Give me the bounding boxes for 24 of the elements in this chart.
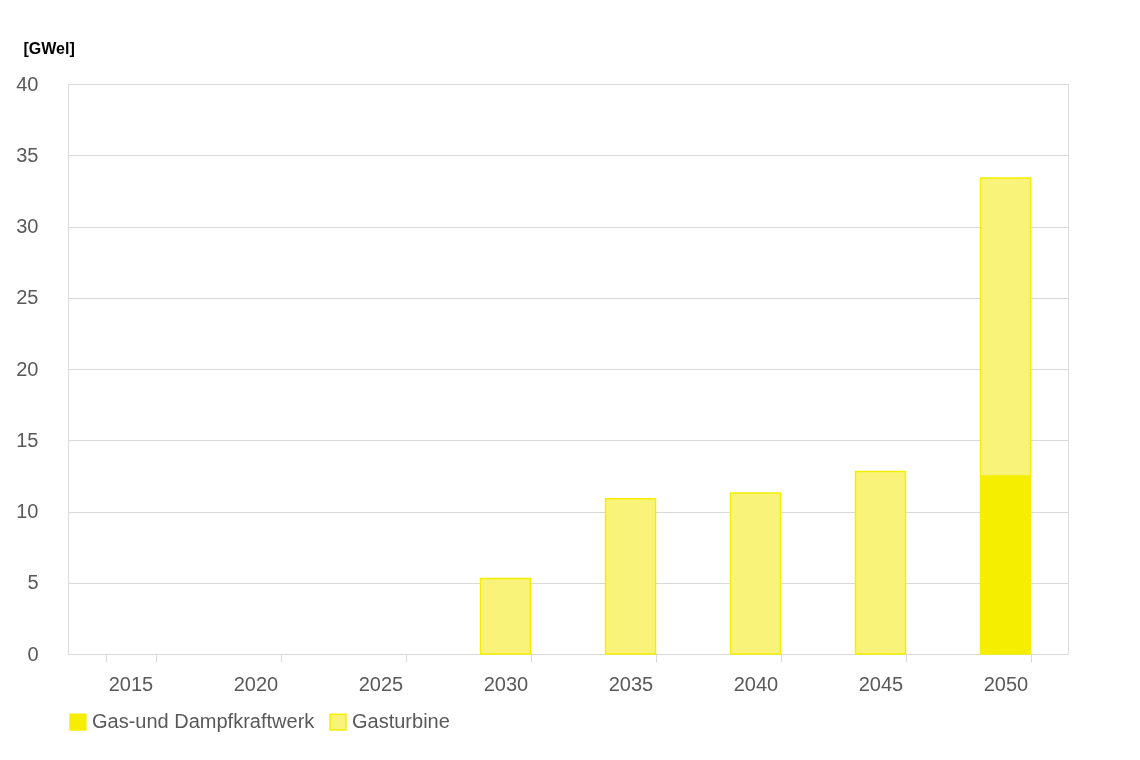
y-tick-label: 10 [16, 500, 39, 522]
y-axis-title: [GWel] [23, 39, 75, 57]
x-tick-label: 2035 [608, 672, 654, 695]
y-tick-label: 35 [16, 143, 39, 166]
legend-label: Gasturbine [352, 710, 450, 733]
y-tick-label: 0 [27, 642, 39, 665]
y-tick-label: 40 [16, 72, 39, 95]
x-tick-label: 2050 [983, 672, 1029, 695]
y-tick-label: 5 [27, 571, 39, 594]
x-tick-label: 2025 [358, 672, 404, 695]
y-tick-label: 25 [16, 286, 39, 309]
y-tick-label: 20 [16, 357, 39, 380]
x-tick-label: 2045 [858, 672, 904, 695]
bar [729, 492, 782, 655]
x-tick-label: 2015 [108, 672, 154, 695]
bar [854, 470, 907, 655]
y-tick-label: 30 [16, 215, 39, 237]
y-tick-label: 15 [16, 428, 39, 451]
bar [604, 497, 657, 655]
bar [479, 577, 532, 655]
legend-label: Gas-und Dampfkraftwerk [92, 710, 316, 733]
x-tick-label: 2040 [733, 672, 779, 695]
x-tick-label: 2020 [233, 672, 279, 695]
x-tick-label: 2030 [483, 672, 529, 695]
